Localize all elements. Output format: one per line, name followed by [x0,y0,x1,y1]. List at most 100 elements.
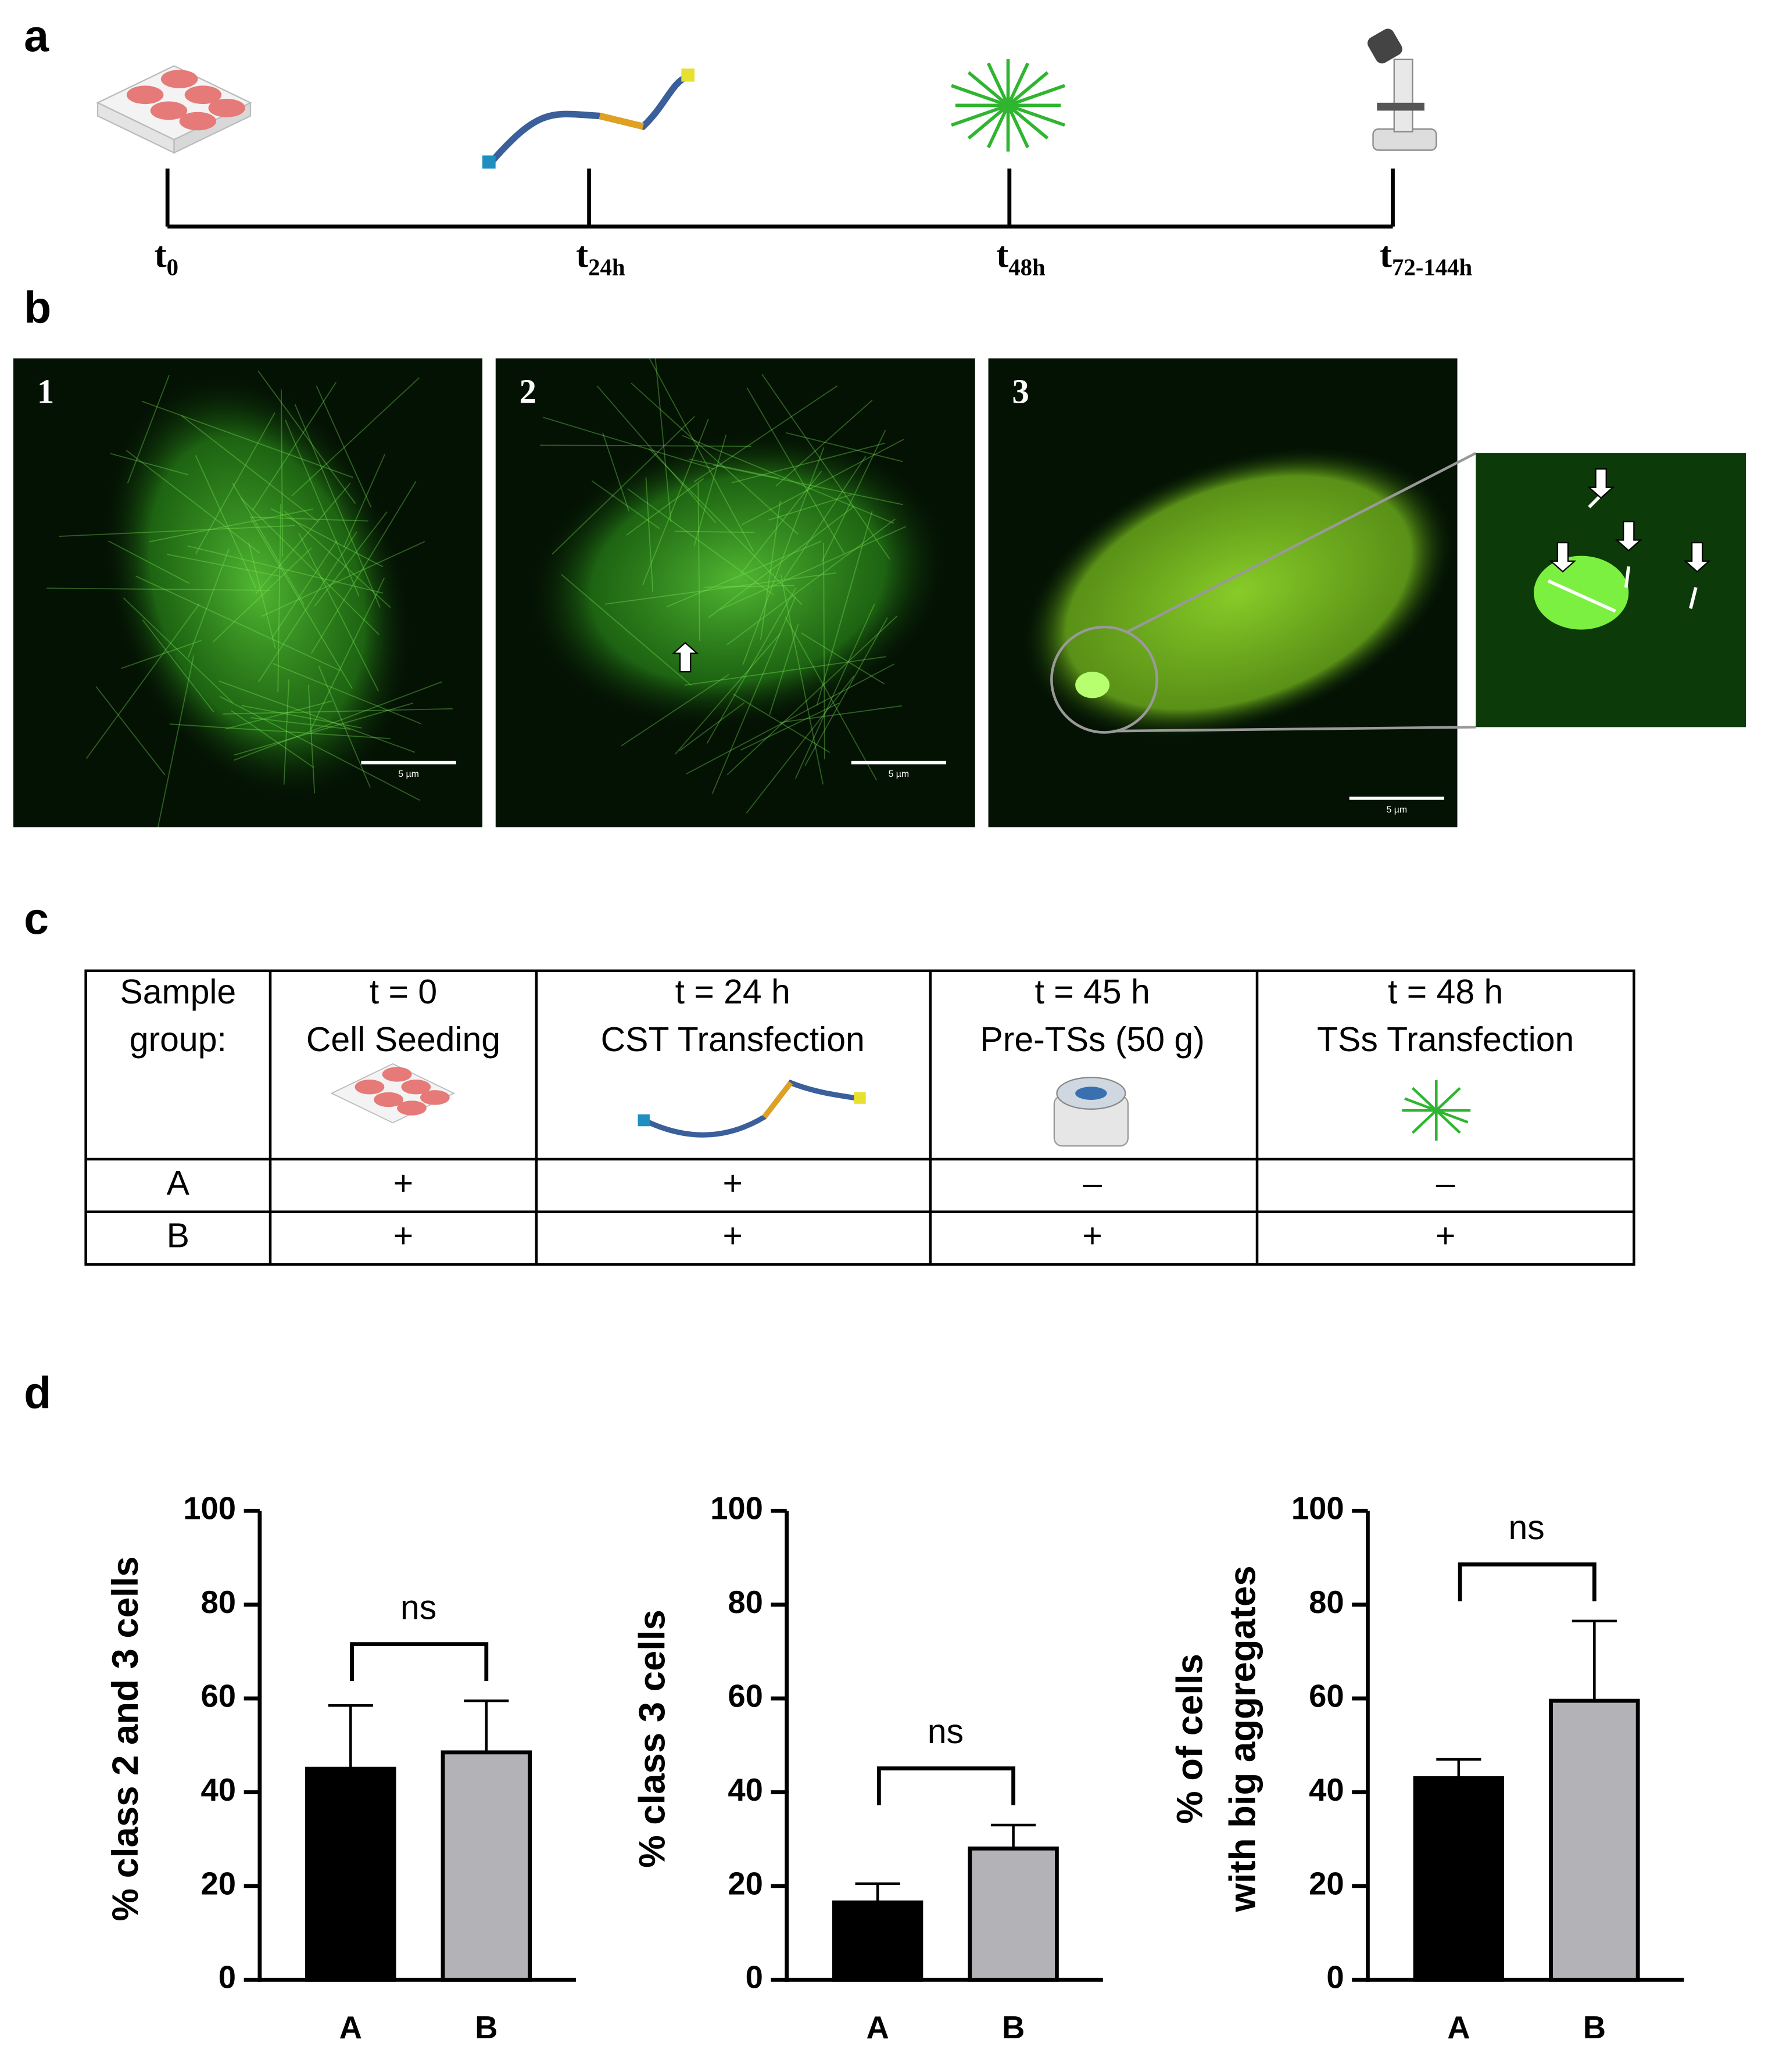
filament [674,530,755,533]
filament [257,370,356,504]
filament [281,389,284,557]
filament [741,439,904,526]
x-tick-label: A [339,2010,362,2045]
scale-bar-label: 5 µm [398,769,419,779]
filament [684,656,886,686]
filament [816,511,873,706]
y-tick-label: 20 [201,1866,237,1901]
bar [968,1846,1059,1982]
table-cell: + [1082,1217,1102,1255]
filament [149,508,313,543]
filament [780,574,824,785]
filament [284,511,391,608]
panel-label: d [24,1368,51,1418]
filament [552,416,695,555]
bar [1413,1776,1505,1982]
y-tick-label: 100 [710,1491,763,1526]
filament [180,415,320,523]
cell [103,374,411,798]
y-axis-title: % class 2 and 3 cells [105,1556,146,1921]
filament [627,488,774,596]
filament [167,554,281,577]
table-cell: A [167,1164,190,1202]
x-tick-label: A [866,2010,889,2045]
filament [59,525,295,537]
filament [250,517,368,522]
table-cell: – [1083,1164,1102,1202]
y-tick-label: 40 [201,1772,237,1808]
filament [195,412,275,554]
filament [95,686,166,776]
y-tick-label: 100 [183,1491,236,1526]
timepoint-label: t24h [576,234,625,281]
image-label: 2 [519,372,536,411]
micrograph [495,358,975,827]
arrow [1615,521,1642,552]
table-header: TSs Transfection [1317,1021,1574,1059]
filament [746,675,855,813]
filament [271,540,338,639]
x-tick-label: B [1002,2010,1025,2045]
table-cell: – [1436,1164,1455,1202]
inset-fibril [1689,587,1698,610]
timepoint-sub: 48h [1008,254,1046,281]
well-plate-icon [96,65,252,154]
filament [649,358,754,551]
filament [187,545,384,594]
table-header: t = 24 h [675,973,790,1011]
y-axis-title: % of cells [1170,1654,1211,1824]
timepoint-sub: 72-144h [1392,254,1473,281]
zoom-line [1126,451,1477,634]
filament [719,526,907,611]
filament [258,531,357,683]
filament [234,681,443,761]
filament [733,694,831,753]
table-header: Cell Seeding [306,1021,500,1059]
y-tick-label: 80 [1309,1585,1344,1620]
filament [261,541,425,617]
filament [225,700,333,730]
filament [804,617,888,766]
filament [108,540,190,584]
filament [188,549,230,658]
centrifuge-icon [1053,1077,1129,1147]
cst-icon [638,1079,866,1138]
arrow [1683,542,1711,573]
significance-bracket [876,1766,1015,1805]
filament [689,458,779,479]
bar [832,1900,923,1982]
cst-icon [482,68,695,169]
filament [686,663,895,775]
filament [123,597,233,703]
timepoint-label: t48h [996,234,1046,281]
filament [240,497,380,635]
aggregate [1075,672,1110,698]
filament [314,511,388,607]
micrograph [988,358,1458,827]
y-tick-label: 60 [728,1678,763,1713]
panel-label: c [24,894,49,944]
table-header: Pre-TSs (50 g) [980,1021,1204,1059]
filament [761,374,890,560]
filament [110,453,189,475]
filament [746,388,845,554]
y-tick-label: 0 [746,1960,763,1995]
filament [195,455,257,589]
timeline-icons [96,28,1437,169]
filament [682,435,894,524]
timepoint-main: t [1380,234,1392,275]
filament [604,572,836,605]
inset-fibril [1624,566,1631,588]
y-tick-label: 20 [1309,1866,1344,1901]
table-icons [330,1063,1471,1147]
microscope-icon [1367,28,1437,151]
filament [270,508,384,568]
y-tick-label: 80 [728,1585,763,1620]
filament [250,518,353,689]
filament [708,506,854,619]
image-label: 3 [1012,372,1029,411]
y-axis-title: with big aggregates [1222,1565,1263,1912]
y-tick-label: 20 [728,1866,763,1901]
arrow [1549,542,1577,573]
filament [786,432,903,463]
